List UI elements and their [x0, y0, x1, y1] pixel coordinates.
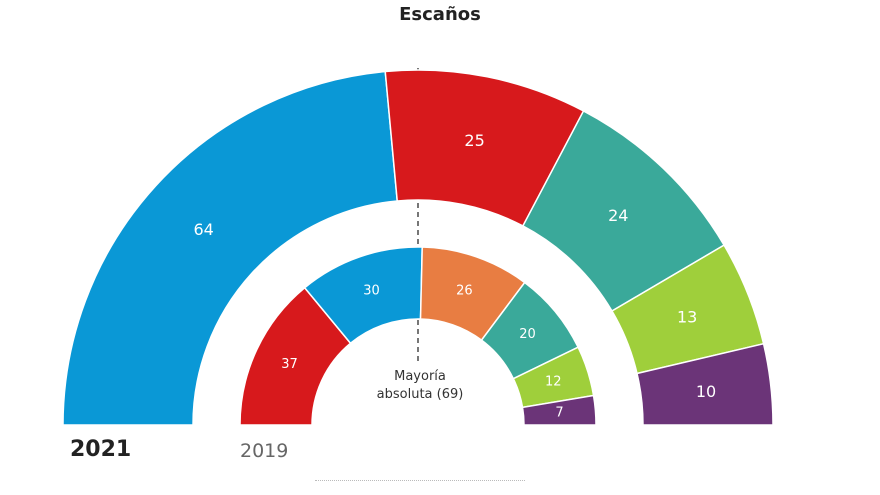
majority-line-1: Mayoría [394, 369, 446, 384]
chart-title: Escaños [399, 4, 481, 25]
bottom-divider [315, 480, 525, 481]
seat-label-2019-5: 7 [555, 406, 563, 421]
seat-segment-2021-4 [636, 342, 774, 426]
ring-2021: 64 25 24 13 10 [62, 69, 774, 426]
seat-label-2019-1: 30 [363, 283, 380, 298]
seat-segment-2019-5 [521, 394, 597, 426]
seat-label-2021-2: 24 [608, 206, 628, 225]
seat-label-2019-4: 12 [545, 374, 562, 389]
majority-line-2: absoluta (69) [376, 387, 464, 402]
seat-label-2019-0: 37 [281, 357, 298, 372]
seat-label-2021-1: 25 [464, 131, 484, 150]
majority-annotation: Mayoría absoluta (69) [360, 368, 480, 404]
seat-label-2021-0: 64 [194, 220, 214, 239]
ring-2019: 37 30 26 20 12 7 [239, 246, 597, 426]
seat-label-2019-3: 20 [519, 327, 536, 342]
seat-label-2019-2: 26 [456, 283, 473, 298]
year-label-2021: 2021 [70, 437, 132, 462]
seat-label-2021-3: 13 [677, 308, 697, 327]
year-label-2019: 2019 [240, 440, 289, 462]
seat-label-2021-4: 10 [696, 382, 716, 401]
seat-segment-2021-0 [62, 70, 399, 426]
